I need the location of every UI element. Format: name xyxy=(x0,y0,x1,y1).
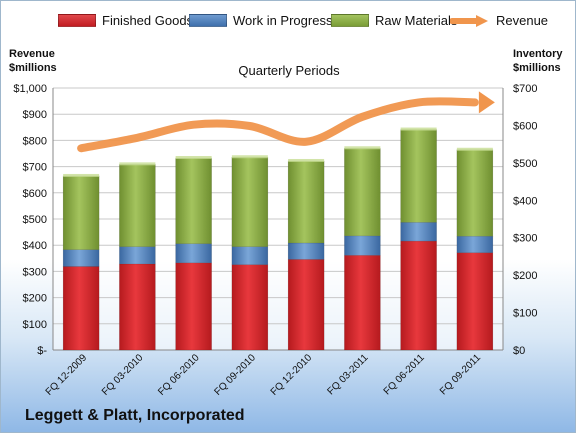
bar-cap xyxy=(119,162,156,166)
left-axis-title-line2: $millions xyxy=(9,62,57,74)
bar-cap xyxy=(288,158,325,162)
bar-finished-goods xyxy=(231,264,269,351)
category-label: FQ 03-2010 xyxy=(100,352,146,398)
right-tick-label: $200 xyxy=(513,270,537,282)
left-tick-label: $100 xyxy=(23,319,47,331)
bar-raw-materials xyxy=(400,129,437,223)
chart-title: Quarterly Periods xyxy=(238,63,340,78)
bar-finished-goods xyxy=(62,266,100,351)
bar-work-in-progress xyxy=(119,246,156,265)
category-label: FQ 09-2010 xyxy=(212,352,258,398)
bar-cap xyxy=(344,146,381,150)
legend-finished-goods-label: Finished Goods xyxy=(102,13,194,28)
left-axis-title-line1: Revenue xyxy=(9,48,55,60)
left-tick-label: $900 xyxy=(23,109,47,121)
right-axis-title: Inventory $millions xyxy=(513,47,563,75)
right-tick-label: $500 xyxy=(513,158,537,170)
right-tick-label: $400 xyxy=(513,195,537,207)
bar-cap xyxy=(231,155,268,159)
legend-raw-materials-label: Raw Materials xyxy=(375,13,458,28)
right-tick-label: $100 xyxy=(513,308,537,320)
revenue-line xyxy=(77,97,479,153)
bar-cap xyxy=(456,147,493,151)
bar-raw-materials xyxy=(119,164,156,247)
left-axis-title: Revenue $millions xyxy=(9,47,57,75)
bar-raw-materials xyxy=(344,148,381,237)
finished-goods-swatch xyxy=(58,14,96,27)
bar-work-in-progress xyxy=(400,222,437,242)
left-tick-label: $400 xyxy=(23,240,47,252)
bar-raw-materials xyxy=(287,160,325,244)
legend-revenue-label: Revenue xyxy=(496,13,549,28)
bar-finished-goods xyxy=(119,263,156,351)
bar-cap xyxy=(175,155,212,159)
legend-revenue: Revenue xyxy=(450,13,548,28)
revenue-arrowhead xyxy=(478,91,495,114)
bar-cap xyxy=(63,173,100,177)
left-tick-label: $300 xyxy=(23,266,47,278)
category-label: FQ 03-2011 xyxy=(326,352,371,397)
bar-work-in-progress xyxy=(456,235,494,253)
right-axis-title-line1: Inventory xyxy=(513,48,563,60)
left-tick-label: $200 xyxy=(23,293,47,305)
company-name: Leggett & Platt, Incorporated xyxy=(25,407,245,424)
bar-raw-materials xyxy=(456,149,494,237)
legend-raw-materials: Raw Materials xyxy=(331,13,457,28)
bar-raw-materials xyxy=(62,175,100,250)
legend: Finished Goods Work in Progress Raw Mate… xyxy=(1,13,575,35)
category-label: FQ 06-2011 xyxy=(382,352,427,397)
bar-raw-materials xyxy=(175,157,212,244)
work-in-progress-swatch xyxy=(189,14,227,27)
bar-finished-goods xyxy=(344,255,381,351)
legend-finished-goods: Finished Goods xyxy=(58,13,193,28)
revenue-swatch-icon xyxy=(450,14,488,27)
left-tick-label: $800 xyxy=(23,135,47,147)
right-axis-title-line2: $millions xyxy=(513,62,561,74)
bar-finished-goods xyxy=(400,240,437,351)
right-tick-label: $600 xyxy=(513,120,537,132)
bar-finished-goods xyxy=(287,259,325,351)
bar-raw-materials xyxy=(231,156,269,247)
bar-work-in-progress xyxy=(344,235,381,256)
bar-cap xyxy=(400,127,437,131)
legend-work-in-progress: Work in Progress xyxy=(189,13,332,28)
bar-work-in-progress xyxy=(287,242,325,260)
category-label: FQ 06-2010 xyxy=(156,352,202,398)
bar-work-in-progress xyxy=(175,243,212,264)
right-tick-label: $0 xyxy=(513,345,525,357)
left-tick-label: $1,000 xyxy=(13,83,47,95)
bar-finished-goods xyxy=(456,252,494,351)
left-tick-label: $600 xyxy=(23,188,47,200)
bar-work-in-progress xyxy=(231,246,269,265)
right-tick-label: $300 xyxy=(513,233,537,245)
category-label: FQ 12-2009 xyxy=(44,352,90,398)
category-label: FQ 09-2011 xyxy=(438,352,483,397)
legend-work-in-progress-label: Work in Progress xyxy=(233,13,333,28)
bar-finished-goods xyxy=(175,262,212,351)
bar-work-in-progress xyxy=(62,249,100,267)
right-tick-label: $700 xyxy=(513,83,537,95)
left-tick-label: $- xyxy=(37,345,47,357)
raw-materials-swatch xyxy=(331,14,369,27)
left-tick-label: $700 xyxy=(23,162,47,174)
category-label: FQ 12-2010 xyxy=(269,352,315,398)
left-tick-label: $500 xyxy=(23,214,47,226)
